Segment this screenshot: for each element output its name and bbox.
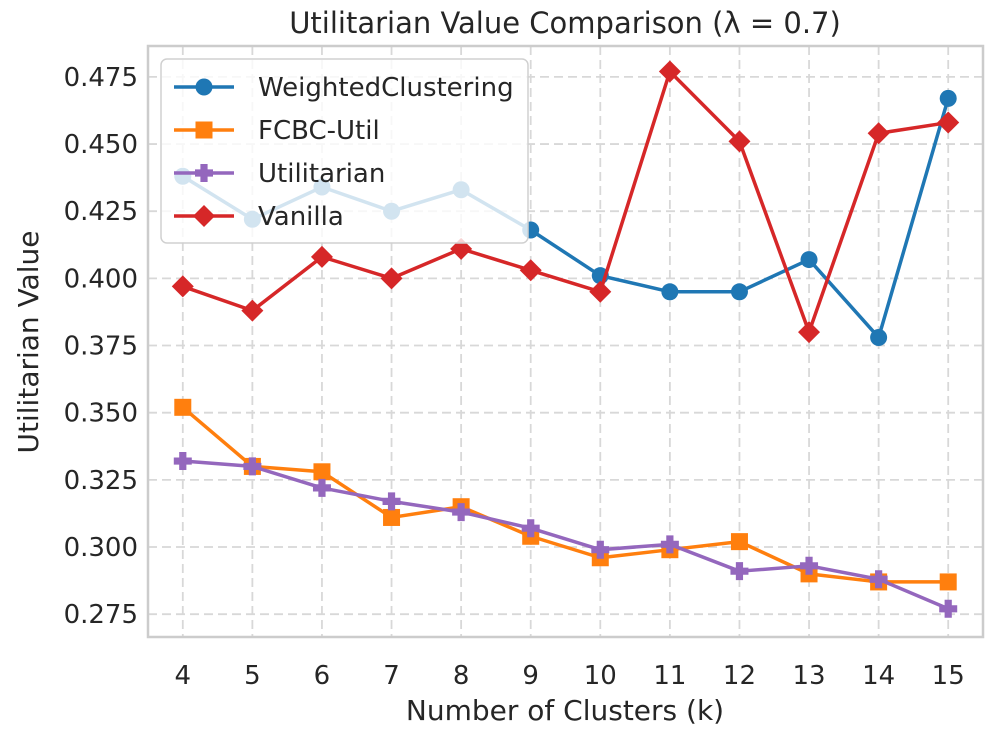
y-tick-label: 0.350 (64, 399, 138, 429)
data-point-weightedclustering (730, 283, 748, 301)
data-point-vanilla (171, 275, 194, 298)
x-tick-label: 5 (244, 661, 261, 691)
x-tick-label: 12 (723, 661, 756, 691)
data-point-utilitarian (243, 457, 262, 476)
data-point-utilitarian (591, 540, 610, 559)
data-point-weightedclustering (800, 251, 818, 269)
data-point-vanilla (867, 122, 890, 145)
data-point-fcbc-util (383, 508, 401, 526)
data-point-fcbc-util (939, 573, 957, 591)
data-point-weightedclustering (870, 328, 888, 346)
data-point-vanilla (310, 245, 333, 268)
y-tick-label: 0.400 (64, 264, 138, 294)
data-point-utilitarian (800, 556, 819, 575)
data-point-vanilla (380, 267, 403, 290)
y-tick-label: 0.300 (64, 533, 138, 563)
x-tick-label: 10 (584, 661, 617, 691)
legend-label-vanilla: Vanilla (258, 202, 344, 232)
data-point-utilitarian (521, 519, 540, 538)
data-point-utilitarian (660, 535, 679, 554)
y-tick-label: 0.325 (64, 466, 138, 496)
x-tick-label: 6 (314, 661, 331, 691)
data-point-vanilla (519, 259, 542, 282)
data-point-utilitarian (939, 599, 958, 618)
data-point-vanilla (658, 60, 681, 83)
series-line-vanilla (182, 69, 949, 334)
data-point-weightedclustering (939, 89, 957, 107)
legend-box (160, 58, 529, 244)
x-tick-label: 11 (653, 661, 686, 691)
y-tick-label: 0.275 (64, 600, 138, 630)
data-point-vanilla (589, 280, 612, 303)
y-tick-label: 0.375 (64, 332, 138, 362)
data-point-vanilla (728, 130, 751, 153)
legend-marker-weightedclustering (195, 78, 213, 96)
x-ticks: 4 5 6 7 8 9 10 11 12 13 14 15 (175, 661, 965, 691)
legend-label-utilitarian: Utilitarian (258, 159, 385, 189)
y-tick-label: 0.450 (64, 130, 138, 160)
data-point-utilitarian (452, 503, 471, 522)
series-line-fcbc-util (181, 405, 949, 584)
data-point-utilitarian (173, 452, 192, 471)
x-tick-label: 4 (175, 661, 192, 691)
data-point-utilitarian (382, 492, 401, 511)
data-point-vanilla (798, 321, 821, 344)
data-point-fcbc-util (174, 398, 192, 416)
y-tick-label: 0.475 (64, 63, 138, 93)
data-point-utilitarian (312, 478, 331, 497)
chart-title: Utilitarian Value Comparison (λ = 0.7) (289, 6, 841, 40)
x-tick-label: 15 (932, 661, 965, 691)
plot-frame (146, 44, 985, 639)
legend-marker-utilitarian (195, 164, 213, 182)
x-tick-label: 13 (792, 661, 825, 691)
y-tick-label: 0.425 (64, 197, 138, 227)
x-axis-label: Number of Clusters (k) (406, 694, 724, 727)
x-tick-label: 8 (453, 661, 470, 691)
legend: WeightedClustering FCBC-Util Utilitarian Va… (160, 58, 529, 244)
series-utilitarian (173, 452, 958, 618)
legend-marker-fcbc-util (195, 121, 213, 139)
legend-marker-vanilla (193, 205, 215, 227)
x-tick-label: 14 (862, 661, 895, 691)
y-axis-label: Utilitarian Value (12, 231, 45, 454)
data-point-fcbc-util (313, 463, 331, 481)
x-tick-label: 9 (522, 661, 539, 691)
data-point-vanilla (241, 299, 264, 322)
y-ticks: 0.275 0.300 0.325 0.350 0.375 0.400 0.425 0.450… (64, 63, 138, 630)
series-line-utilitarian (182, 459, 949, 611)
data-point-utilitarian (730, 562, 749, 581)
legend-label-fcbc-util: FCBC-Util (258, 116, 380, 146)
legend-label-weightedclustering: WeightedClustering (258, 73, 514, 103)
data-point-utilitarian (869, 570, 888, 589)
data-point-vanilla (937, 111, 960, 134)
x-tick-label: 7 (383, 661, 400, 691)
data-point-weightedclustering (661, 283, 679, 301)
data-point-fcbc-util (730, 533, 748, 551)
